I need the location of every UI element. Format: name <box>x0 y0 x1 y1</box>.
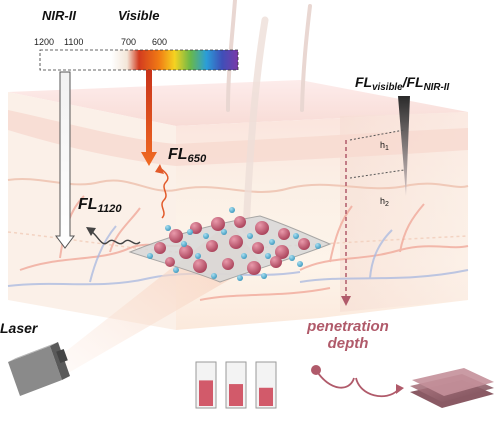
nanoparticle-red <box>169 229 183 243</box>
nanoparticle-red <box>252 242 264 254</box>
h2-line <box>349 169 405 179</box>
nanoparticle-red <box>179 245 193 259</box>
nanoparticle-blue <box>221 229 227 235</box>
nir-beam <box>55 71 75 249</box>
fl1120-arrowhead <box>86 227 96 236</box>
fl650-arrowhead <box>155 164 164 174</box>
tick-1200: 1200 <box>34 37 55 47</box>
fl650-emission <box>159 167 169 219</box>
visible-beam <box>141 70 157 166</box>
nanoparticle-blue <box>165 225 171 231</box>
nanoparticle-blue <box>229 207 235 213</box>
nanoparticle-blue <box>203 233 209 239</box>
ratio-main1: FL <box>355 74 373 90</box>
laser-label: Laser <box>0 320 38 336</box>
h2-label: h2 <box>380 196 389 208</box>
nanoparticle-blue <box>289 255 295 261</box>
nir-ii-label: NIR-II <box>42 8 76 23</box>
nanoparticle-blue <box>211 273 217 279</box>
ratio-sub2: NIR-II <box>423 82 450 93</box>
nanoparticle-blue <box>195 253 201 259</box>
laser-device-icon <box>8 342 70 396</box>
film-stack-icon <box>410 368 494 408</box>
tick-1100: 1100 <box>64 37 84 47</box>
nanoparticle-blue <box>247 233 253 239</box>
h1-sub: 1 <box>385 145 389 152</box>
fl650-sub: 650 <box>187 153 207 165</box>
nanoparticle-blue <box>237 275 243 281</box>
ratio-sub1: visible <box>372 82 403 93</box>
nanoparticle-blue <box>265 253 271 259</box>
nanoparticle-red <box>270 256 282 268</box>
ratio-label: FLvisible/FLNIR-II <box>355 74 449 93</box>
cuvette-icon <box>195 361 277 409</box>
h1-line <box>349 129 405 141</box>
cuvette-liquid <box>229 384 243 406</box>
visible-label: Visible <box>118 8 160 23</box>
nanoparticle-red <box>190 222 202 234</box>
spectrum-bar <box>39 49 239 71</box>
fl1120-sub: 1120 <box>97 203 122 215</box>
nanoparticle-red <box>247 261 261 275</box>
nanoparticle-red <box>211 217 225 231</box>
h2-main: h <box>380 196 386 206</box>
h2-sub: 2 <box>385 201 389 208</box>
h1-label: h1 <box>380 140 389 152</box>
fl1120-main: FL <box>78 196 98 213</box>
fl1120-label: FL1120 <box>78 196 122 215</box>
nanoparticle-red <box>255 221 269 235</box>
penetration-line2: depth <box>327 335 369 352</box>
nanoparticle-red <box>275 245 289 259</box>
fat-line <box>7 231 469 253</box>
nanoparticle-red <box>193 259 207 273</box>
fl650-main: FL <box>168 146 188 163</box>
ratio-slash: /FL <box>402 74 424 90</box>
nanoparticle-blue <box>261 273 267 279</box>
epidermis-band <box>8 110 468 166</box>
nanoparticle-blue <box>173 267 179 273</box>
nanoparticle-blue <box>315 243 321 249</box>
penetration-arrowhead <box>341 296 351 306</box>
nanoparticle-red <box>206 240 218 252</box>
nanoparticle-red <box>278 228 290 240</box>
ratio-wedge <box>398 96 410 196</box>
nanoparticles <box>147 207 321 281</box>
fl1120-emission <box>91 231 141 245</box>
skin-top-surface <box>8 80 468 126</box>
tick-600: 600 <box>152 37 168 47</box>
branch-arrowhead <box>396 384 404 394</box>
nanoparticle-red <box>234 216 246 228</box>
nanoparticle-red <box>298 238 310 250</box>
branch-arrow-left <box>315 369 355 389</box>
branch-dot <box>311 365 321 375</box>
nanoparticle-blue <box>187 229 193 235</box>
nanoparticle-red <box>229 235 243 249</box>
nanoparticle-blue <box>297 261 303 267</box>
nanoparticle-red <box>222 258 234 270</box>
nanoparticle-blue <box>241 253 247 259</box>
nanoparticle-blue <box>293 233 299 239</box>
dermis-line <box>7 178 469 193</box>
cuvette-liquid <box>259 387 273 406</box>
nanoparticle-red <box>154 242 166 254</box>
branch-arrow-right <box>355 377 399 398</box>
cuvette-liquid <box>199 380 213 406</box>
h1-main: h <box>380 140 386 150</box>
penetration-line1: penetration <box>307 318 389 335</box>
nanoparticle-blue <box>269 239 275 245</box>
nanoparticle-red <box>165 257 175 267</box>
fl650-label: FL650 <box>168 146 206 165</box>
nanoparticle-blue <box>181 241 187 247</box>
tick-700: 700 <box>121 37 137 47</box>
penetration-depth-label: penetration depth <box>298 318 398 352</box>
nanoparticle-blue <box>147 253 153 259</box>
